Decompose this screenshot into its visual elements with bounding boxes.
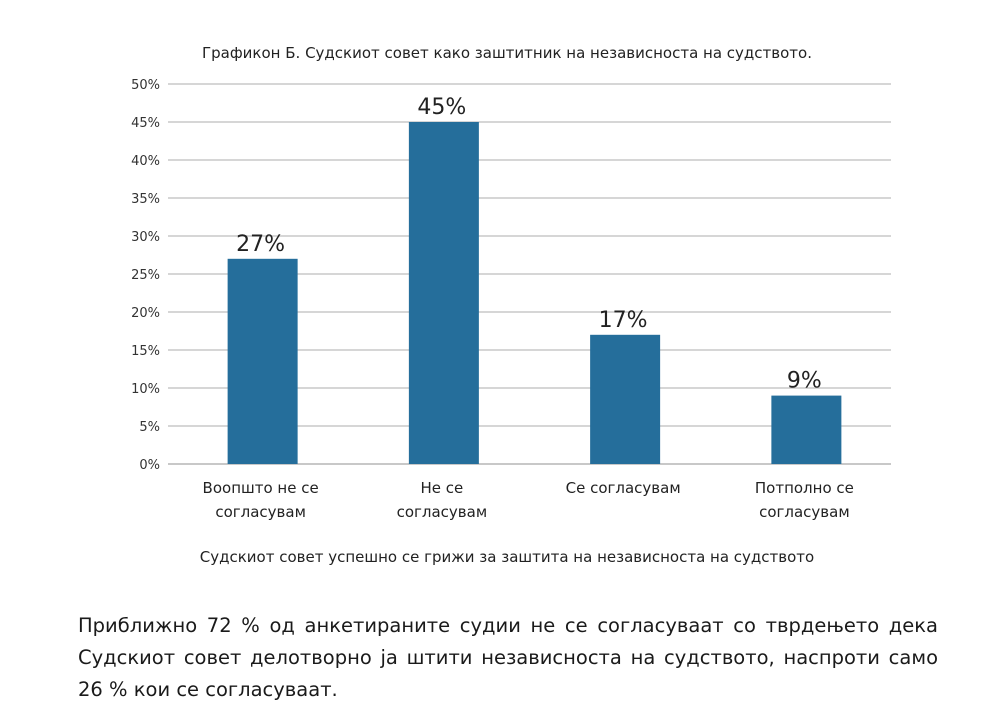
data-labels: 27% 45% 17% 9% — [236, 95, 822, 394]
category-label-line: Не се — [420, 479, 463, 497]
x-axis-caption: Судскиот совет успешно се грижи за зашти… — [199, 548, 815, 566]
y-tick-label: 50% — [131, 78, 160, 93]
category-label: Воопшто не се согласувам — [203, 479, 319, 521]
y-tick-label: 10% — [131, 382, 160, 397]
gridlines — [168, 83, 891, 465]
category-label-line: Се согласувам — [566, 479, 681, 497]
category-labels: Воопшто не се согласувам Не се согласувам Се… — [203, 479, 854, 521]
bar-chart: 0% 5% 10% 15% 20% 25% 30% 35% 40% 45% 50% 27% 45% 17… — [131, 78, 891, 521]
data-label: 9% — [787, 369, 822, 394]
bars — [227, 122, 842, 464]
y-tick-label: 15% — [131, 344, 160, 359]
y-tick-label: 20% — [131, 306, 160, 321]
category-label: Потполно се согласувам — [755, 479, 854, 521]
bar — [227, 258, 298, 464]
category-label-line: Воопшто не се — [203, 479, 319, 497]
category-label: Не се согласувам — [397, 479, 488, 521]
category-label-line: согласувам — [397, 503, 488, 521]
body-paragraph: Приближно 72 % од анкетираните судии не … — [78, 614, 938, 701]
y-tick-label: 5% — [139, 420, 160, 435]
category-label-line: согласувам — [215, 503, 306, 521]
category-label: Се согласувам — [566, 479, 681, 497]
data-label: 17% — [599, 308, 648, 333]
y-tick-label: 0% — [139, 458, 160, 473]
bar — [408, 122, 479, 464]
data-label: 27% — [236, 232, 285, 257]
category-label-line: согласувам — [759, 503, 850, 521]
bar — [771, 395, 842, 464]
y-axis-tick-labels: 0% 5% 10% 15% 20% 25% 30% 35% 40% 45% 50% — [131, 78, 160, 473]
category-label-line: Потполно се — [755, 479, 854, 497]
bar — [590, 334, 661, 464]
chart-title: Графикон Б. Судскиот совет како заштитни… — [202, 44, 812, 62]
y-tick-label: 40% — [131, 154, 160, 169]
data-label: 45% — [417, 95, 466, 120]
y-tick-label: 45% — [131, 116, 160, 131]
y-tick-label: 30% — [131, 230, 160, 245]
y-tick-label: 25% — [131, 268, 160, 283]
y-tick-label: 35% — [131, 192, 160, 207]
